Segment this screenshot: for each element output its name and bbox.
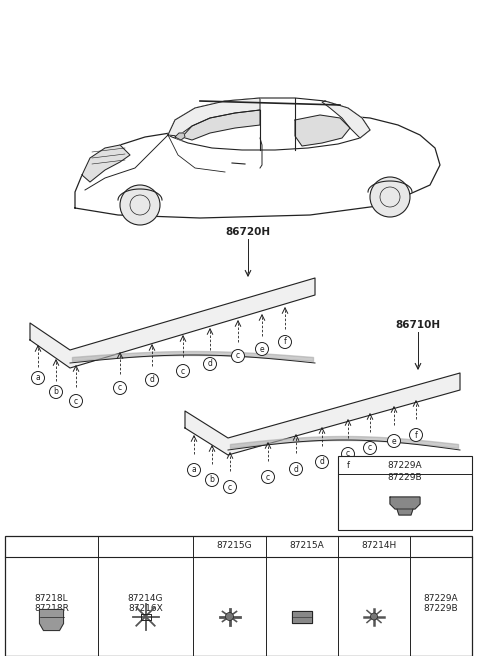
Text: 87218R: 87218R bbox=[34, 604, 69, 613]
Circle shape bbox=[409, 428, 422, 441]
Polygon shape bbox=[295, 115, 350, 146]
Text: d: d bbox=[207, 359, 213, 369]
Circle shape bbox=[370, 177, 410, 217]
Polygon shape bbox=[175, 133, 185, 140]
Polygon shape bbox=[397, 509, 413, 515]
Circle shape bbox=[8, 539, 21, 552]
Polygon shape bbox=[75, 115, 440, 218]
Polygon shape bbox=[168, 98, 370, 150]
Text: 87214G: 87214G bbox=[128, 594, 163, 603]
Text: b: b bbox=[54, 388, 59, 396]
Polygon shape bbox=[82, 145, 130, 182]
Text: c: c bbox=[74, 396, 78, 405]
Text: c: c bbox=[236, 352, 240, 361]
Circle shape bbox=[113, 382, 127, 394]
Text: c: c bbox=[200, 541, 204, 550]
Text: f: f bbox=[284, 337, 287, 346]
Text: 87214H: 87214H bbox=[361, 541, 396, 550]
Circle shape bbox=[371, 613, 377, 620]
Polygon shape bbox=[185, 373, 460, 455]
Circle shape bbox=[70, 394, 83, 407]
Text: f: f bbox=[415, 430, 418, 440]
Text: b: b bbox=[210, 476, 215, 485]
Circle shape bbox=[195, 539, 208, 552]
Circle shape bbox=[204, 358, 216, 371]
Text: c: c bbox=[181, 367, 185, 375]
Polygon shape bbox=[30, 278, 315, 368]
Circle shape bbox=[341, 447, 355, 461]
Circle shape bbox=[255, 342, 268, 356]
Circle shape bbox=[145, 373, 158, 386]
Circle shape bbox=[315, 455, 328, 468]
Text: e: e bbox=[344, 541, 349, 550]
Circle shape bbox=[120, 185, 160, 225]
Circle shape bbox=[100, 539, 113, 552]
Polygon shape bbox=[390, 497, 420, 509]
Text: c: c bbox=[118, 384, 122, 392]
Circle shape bbox=[340, 539, 353, 552]
Circle shape bbox=[289, 462, 302, 476]
Circle shape bbox=[231, 350, 244, 363]
Text: d: d bbox=[294, 464, 299, 474]
Text: c: c bbox=[346, 449, 350, 459]
Text: f: f bbox=[418, 541, 420, 550]
Circle shape bbox=[363, 441, 376, 455]
Text: a: a bbox=[192, 466, 196, 474]
Text: d: d bbox=[272, 541, 278, 550]
Text: 87229A: 87229A bbox=[424, 594, 458, 603]
Circle shape bbox=[226, 613, 233, 621]
Text: c: c bbox=[266, 472, 270, 482]
Circle shape bbox=[387, 434, 400, 447]
Text: b: b bbox=[104, 541, 110, 550]
Polygon shape bbox=[39, 609, 63, 630]
Polygon shape bbox=[322, 101, 370, 138]
Text: 87229B: 87229B bbox=[388, 474, 422, 483]
Text: e: e bbox=[260, 344, 264, 354]
Text: d: d bbox=[150, 375, 155, 384]
Circle shape bbox=[49, 386, 62, 398]
Text: e: e bbox=[392, 436, 396, 445]
Circle shape bbox=[412, 539, 425, 552]
Bar bbox=[338, 456, 472, 530]
Polygon shape bbox=[182, 110, 260, 140]
Text: a: a bbox=[36, 373, 40, 382]
Polygon shape bbox=[292, 611, 312, 623]
Circle shape bbox=[205, 474, 218, 487]
Text: 86710H: 86710H bbox=[396, 320, 441, 330]
Circle shape bbox=[341, 459, 355, 472]
Text: 87215A: 87215A bbox=[289, 541, 324, 550]
Text: a: a bbox=[12, 541, 17, 550]
Circle shape bbox=[177, 365, 190, 377]
Text: f: f bbox=[347, 461, 349, 470]
Circle shape bbox=[224, 480, 237, 493]
Circle shape bbox=[188, 464, 201, 476]
Text: 87218L: 87218L bbox=[35, 594, 68, 603]
Bar bbox=[5, 536, 472, 656]
Circle shape bbox=[262, 470, 275, 483]
Circle shape bbox=[268, 539, 281, 552]
Text: 87229B: 87229B bbox=[424, 604, 458, 613]
Text: 87215G: 87215G bbox=[216, 541, 252, 550]
Text: 87216X: 87216X bbox=[128, 604, 163, 613]
Text: d: d bbox=[320, 457, 324, 466]
Polygon shape bbox=[168, 98, 260, 136]
Circle shape bbox=[32, 371, 45, 384]
Text: 87229A: 87229A bbox=[388, 462, 422, 470]
Text: c: c bbox=[368, 443, 372, 453]
Text: c: c bbox=[228, 483, 232, 491]
Circle shape bbox=[278, 335, 291, 348]
Text: 86720H: 86720H bbox=[226, 227, 271, 237]
